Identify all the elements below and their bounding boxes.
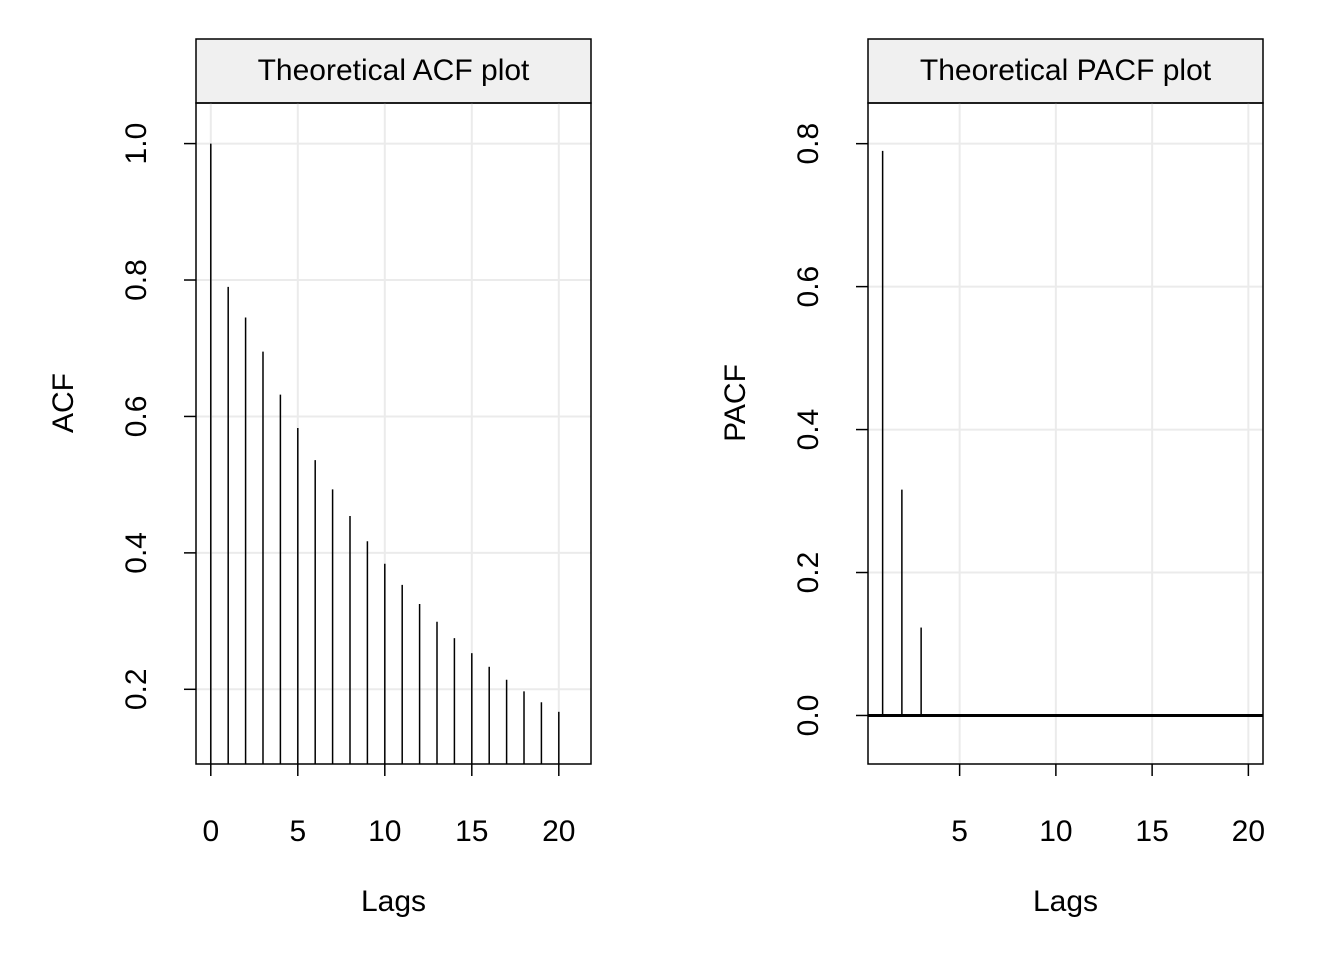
- pacf-x-tick-label: 20: [1232, 815, 1265, 848]
- pacf-bars: [881, 150, 922, 716]
- pacf-x-tick-label: 10: [1039, 815, 1072, 848]
- pacf-y-axis-label: PACF: [719, 364, 752, 442]
- pacf-plot-frame: [867, 102, 1264, 765]
- acf-x-axis-label: Lags: [361, 885, 426, 918]
- acf-x-axis: 0 5 10 15 20: [202, 764, 575, 848]
- acf-title: Theoretical ACF plot: [258, 54, 530, 87]
- acf-title-strip: [195, 38, 592, 104]
- pacf-x-tick-label: 5: [951, 815, 968, 848]
- acf-gridlines: [196, 103, 591, 764]
- acf-y-tick-label: 1.0: [120, 123, 153, 165]
- pacf-gridlines: [868, 103, 1263, 764]
- acf-panel: Theoretical ACF plot 0 5 10 15 20 0.20.40.60…: [47, 38, 592, 918]
- acf-y-axis: 0.2 0.4 0.6 0.8 1.0: [120, 123, 196, 710]
- pacf-y-tick-label: 0.0: [792, 695, 825, 737]
- acf-bars: [210, 143, 560, 764]
- acf-x-tick-label: 5: [289, 815, 306, 848]
- pacf-x-tick-label: 15: [1135, 815, 1168, 848]
- acf-y-tick-label: 0.4: [120, 532, 153, 574]
- acf-x-tick-label: 0: [202, 815, 219, 848]
- pacf-y-axis: 0.0 0.2 0.4 0.6 0.8: [792, 123, 868, 737]
- acf-y-tick-label: 0.2: [120, 668, 153, 710]
- pacf-y-tick-label: 0.6: [792, 266, 825, 308]
- pacf-title-strip: [867, 38, 1264, 104]
- acf-y-tick-label: 0.6: [120, 396, 153, 438]
- acf-y-axis-label: ACF: [47, 373, 80, 433]
- pacf-x-axis-label: Lags: [1033, 885, 1098, 918]
- pacf-title: Theoretical PACF plot: [920, 54, 1212, 87]
- pacf-y-tick-label: 0.4: [792, 409, 825, 451]
- pacf-y-tick-label: 0.2: [792, 552, 825, 594]
- acf-plot-frame: [195, 102, 592, 765]
- pacf-y-tick-label: 0.8: [792, 123, 825, 165]
- acf-x-tick-label: 10: [368, 815, 401, 848]
- acf-x-tick-label: 15: [455, 815, 488, 848]
- acf-x-tick-label: 20: [542, 815, 575, 848]
- pacf-x-axis: 5 10 15 20: [951, 764, 1265, 848]
- pacf-panel: Theoretical PACF plot 5 10 15 20 0.00.20.40…: [719, 38, 1265, 918]
- acf-y-tick-label: 0.8: [120, 259, 153, 301]
